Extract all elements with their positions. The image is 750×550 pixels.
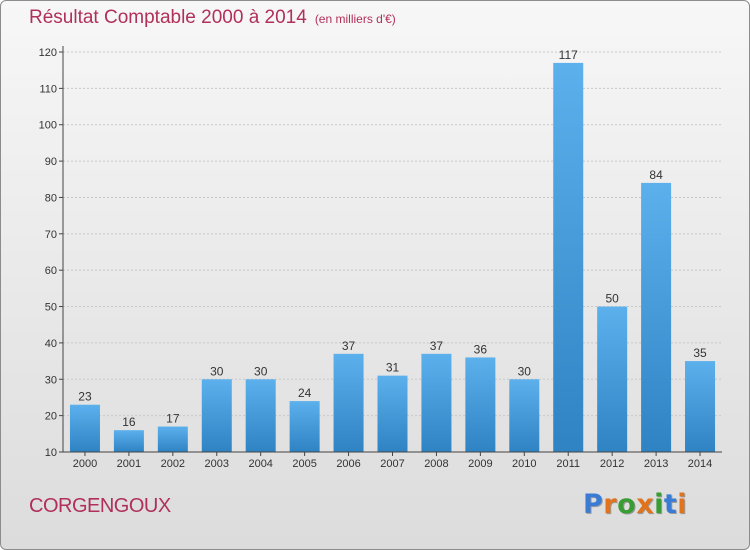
data-label: 30 (518, 364, 532, 378)
brand-logo-letter: r (603, 489, 618, 520)
x-tick-label: 2010 (512, 458, 536, 470)
data-label: 24 (298, 386, 312, 400)
brand-logo-letter: i (677, 489, 688, 520)
x-tick-label: 2006 (336, 458, 360, 470)
y-tick-label: 80 (45, 192, 57, 204)
bar (377, 375, 408, 452)
y-tick-label: 110 (39, 83, 57, 95)
brand-logo-letter: i (654, 489, 664, 520)
brand-logo-letter: P (583, 489, 604, 520)
data-label: 31 (386, 361, 400, 375)
x-tick-label: 2011 (556, 458, 580, 470)
brand-logo: Proxiti (583, 489, 687, 520)
y-tick-label: 70 (45, 229, 57, 241)
x-tick-label: 2013 (644, 458, 668, 470)
bar (69, 404, 100, 452)
chart-title: Résultat Comptable 2000 à 2014 (en millie… (29, 7, 396, 29)
data-label: 36 (474, 342, 488, 356)
x-tick-label: 2008 (424, 458, 448, 470)
data-label: 37 (430, 339, 444, 353)
x-tick-label: 2004 (248, 458, 272, 470)
data-label: 84 (649, 168, 663, 182)
x-tick-label: 2000 (73, 458, 97, 470)
y-tick-label: 60 (45, 265, 57, 277)
x-tick-label: 2005 (292, 458, 316, 470)
data-label: 30 (210, 364, 224, 378)
data-label: 23 (78, 390, 92, 404)
bar (553, 62, 584, 453)
data-label: 37 (342, 339, 356, 353)
brand-logo-letter: x (636, 489, 655, 520)
x-tick-label: 2014 (688, 458, 712, 470)
bar (113, 430, 144, 452)
brand-logo-letter: o (617, 489, 637, 520)
chart-subtitle: (en milliers d'€) (314, 12, 396, 26)
data-label: 35 (693, 346, 707, 360)
x-tick-label: 2002 (161, 458, 185, 470)
bar (641, 182, 672, 452)
y-tick-label: 90 (45, 156, 57, 168)
y-tick-label: 30 (45, 374, 57, 386)
x-tick-label: 2012 (600, 458, 624, 470)
chart-title-text: Résultat Comptable 2000 à 2014 (29, 7, 307, 28)
bar (157, 426, 188, 452)
data-label: 117 (559, 48, 578, 62)
x-tick-label: 2001 (117, 458, 141, 470)
data-label: 50 (605, 292, 619, 306)
commune-name: CORGENGOUX (29, 495, 171, 517)
x-tick-label: 2007 (380, 458, 404, 470)
data-label: 17 (166, 412, 180, 426)
bar (465, 357, 496, 452)
bar (245, 379, 276, 452)
bar (201, 379, 232, 452)
bar (289, 401, 320, 452)
x-tick-label: 2009 (468, 458, 492, 470)
data-label: 30 (254, 364, 268, 378)
bar (597, 306, 628, 452)
x-tick-label: 2003 (205, 458, 229, 470)
bar (333, 353, 364, 452)
bar (685, 361, 716, 452)
bar (421, 353, 452, 452)
y-tick-label: 50 (45, 302, 57, 314)
y-tick-label: 10 (45, 447, 57, 459)
data-label: 16 (122, 415, 136, 429)
y-tick-label: 100 (39, 120, 57, 132)
y-tick-label: 40 (45, 338, 57, 350)
y-tick-label: 20 (45, 411, 57, 423)
brand-logo-letter: t (663, 489, 678, 520)
bar (509, 379, 540, 452)
y-tick-label: 120 (39, 47, 57, 59)
